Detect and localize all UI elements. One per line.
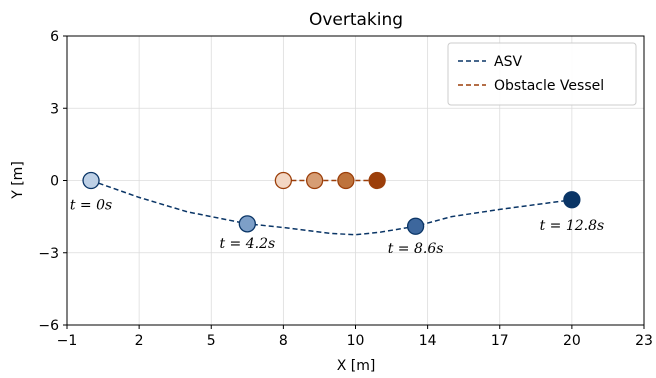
asv-path: [90, 179, 572, 236]
obstacle-vessel-marker: [337, 171, 355, 190]
x-tick-label: 23: [635, 333, 653, 349]
axis-ticks: −1 2 5 8 10 14 17 20 23 −6 −3 0 3 6: [38, 29, 653, 349]
x-axis-label: X [m]: [337, 358, 376, 374]
y-tick-label: 3: [50, 101, 59, 117]
legend: ASV Obstacle Vessel: [447, 42, 637, 106]
asv-marker: [238, 215, 256, 233]
time-annotation: t = 8.6s: [388, 241, 444, 257]
time-annotation: t = 4.2s: [219, 236, 275, 252]
y-tick-label: 0: [50, 174, 59, 190]
y-tick-label: −3: [38, 246, 59, 262]
asv-marker: [82, 171, 100, 190]
legend-label-asv: ASV: [494, 54, 522, 70]
legend-box: [447, 42, 637, 106]
annotations: t = 0s t = 4.2s t = 8.6s t = 12.8s: [70, 198, 604, 257]
x-tick-label: 14: [419, 333, 437, 349]
legend-label-obstacle-vessel: Obstacle Vessel: [494, 78, 604, 94]
x-tick-label: 10: [347, 333, 365, 349]
obstacle-vessel-marker: [368, 171, 386, 190]
asv-marker: [406, 217, 425, 235]
y-tick-label: 6: [50, 29, 59, 45]
x-tick-label: 2: [135, 333, 144, 349]
time-annotation: t = 12.8s: [540, 218, 605, 234]
asv-marker: [563, 191, 581, 209]
obstacle-vessel-marker: [274, 171, 293, 190]
x-tick-label: 8: [279, 333, 288, 349]
x-tick-label: 5: [207, 333, 216, 349]
time-annotation: t = 0s: [70, 198, 112, 214]
y-tick-label: −6: [38, 318, 59, 334]
chart-title: Overtaking: [309, 10, 403, 30]
series-layer: [82, 171, 581, 236]
obstacle-vessel-marker: [305, 171, 324, 190]
y-axis-label: Y [m]: [10, 161, 26, 200]
x-tick-label: 17: [491, 333, 509, 349]
x-tick-label: 20: [563, 333, 581, 349]
x-tick-label: −1: [57, 333, 78, 349]
